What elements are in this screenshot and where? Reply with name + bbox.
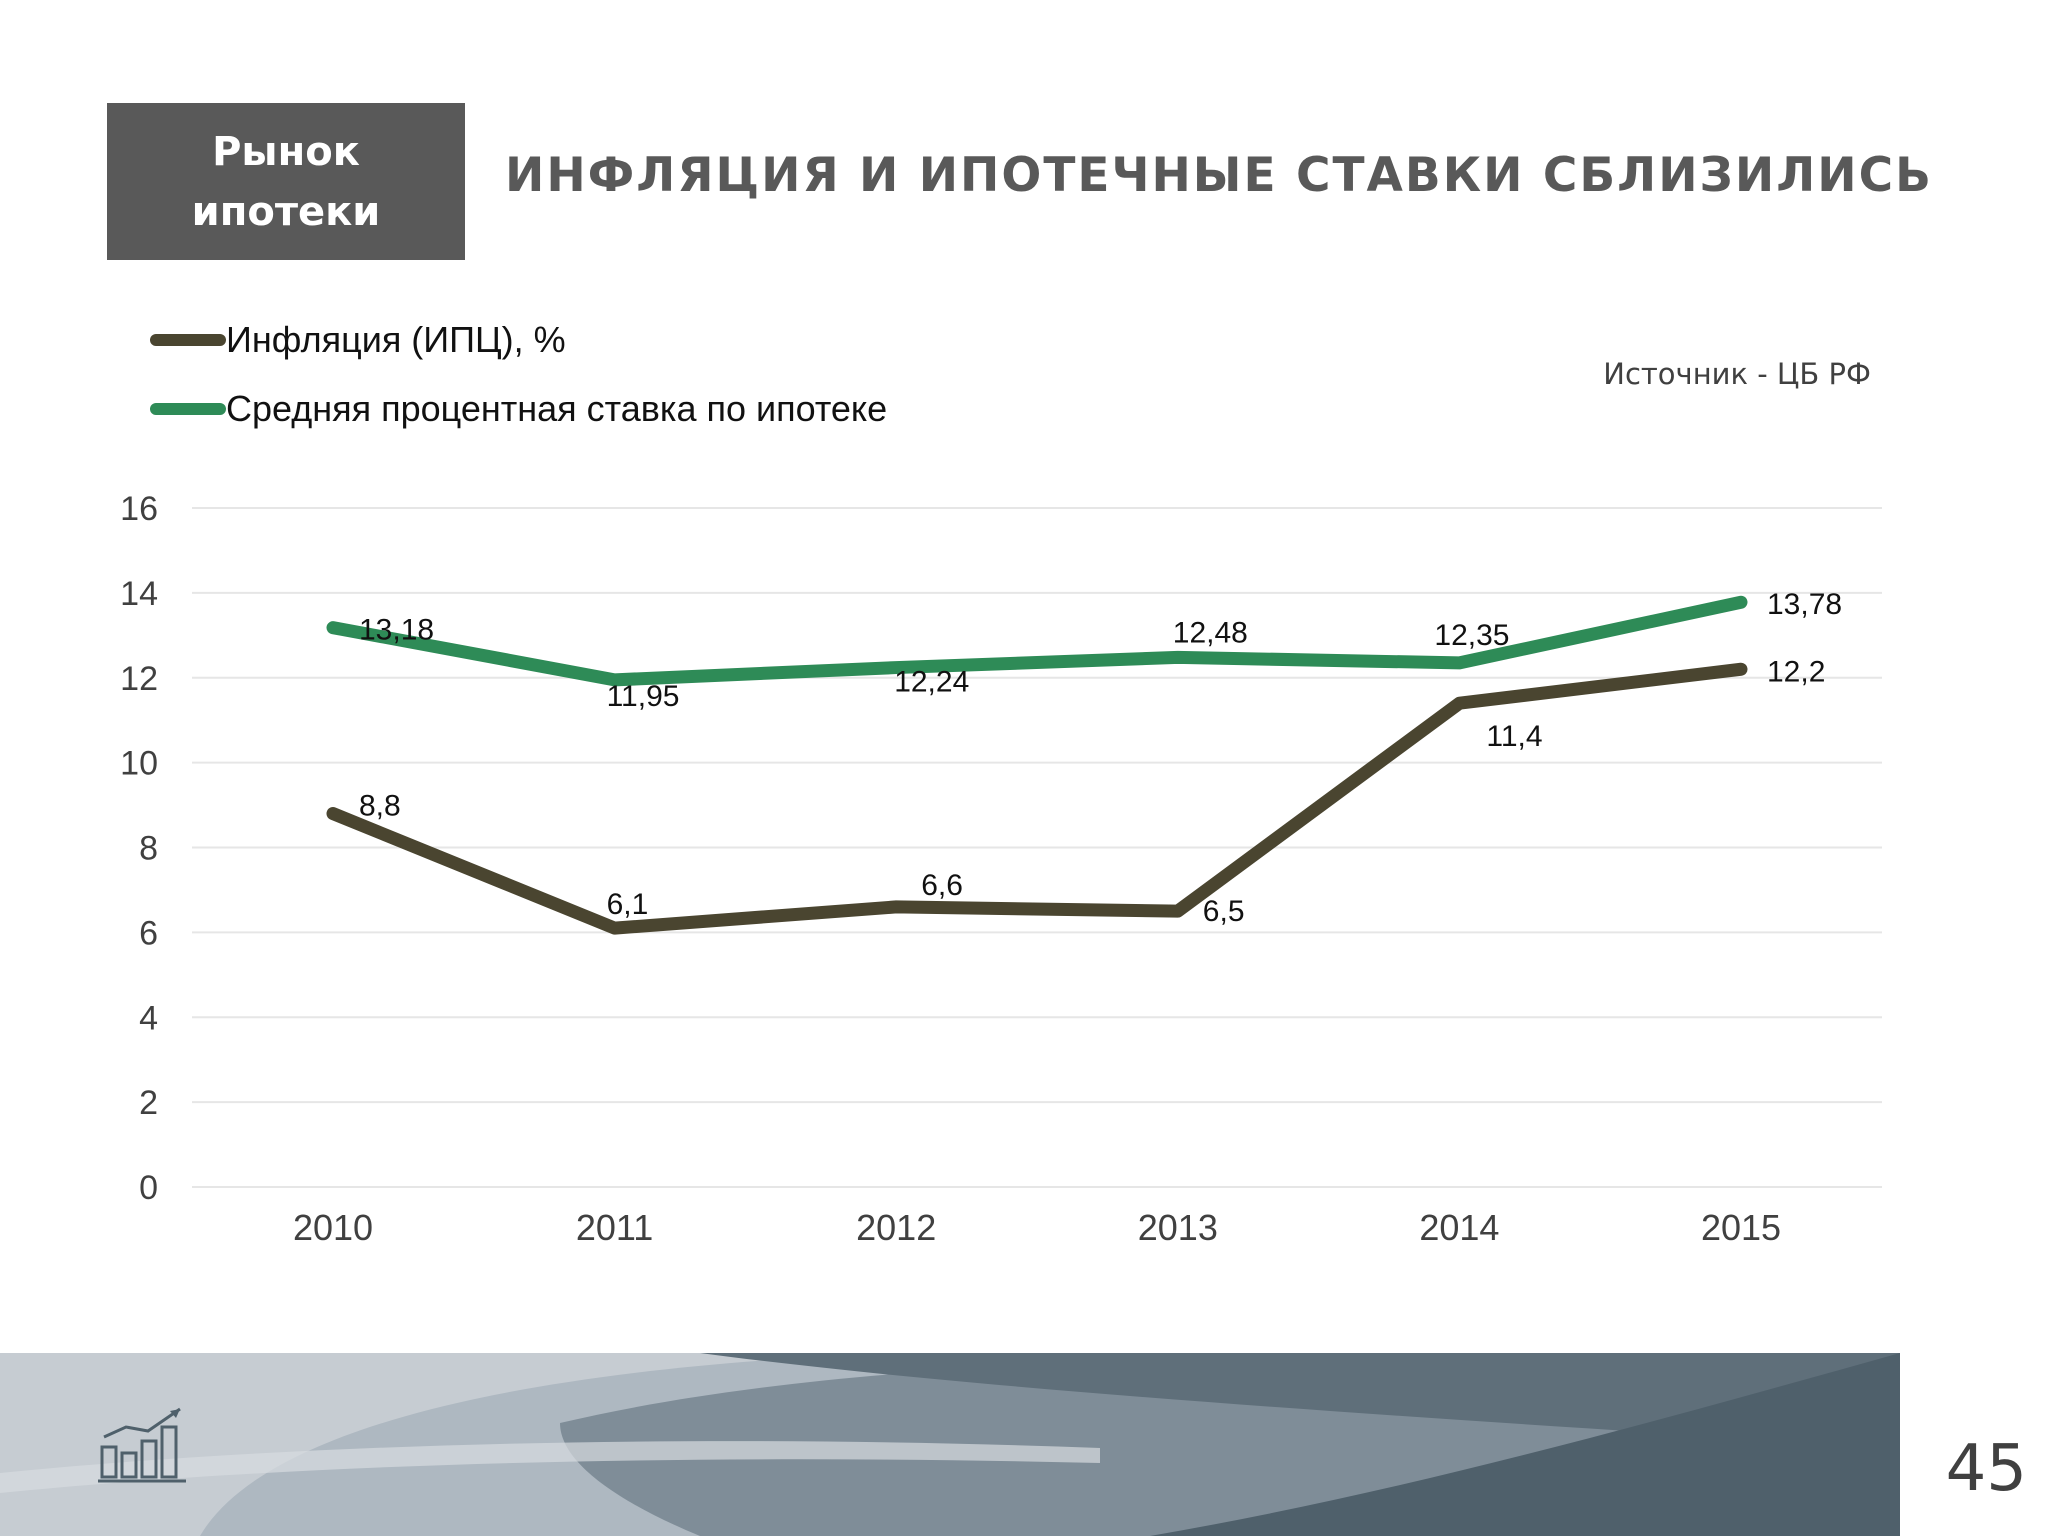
data-label-mortgage: 11,95 <box>607 680 680 713</box>
x-tick-label: 2015 <box>1701 1207 1781 1248</box>
bar-chart-growth-icon <box>98 1407 186 1483</box>
y-tick-label: 10 <box>120 745 158 783</box>
legend-item-inflation: Инфляция (ИПЦ), % <box>150 305 887 374</box>
footer-banner <box>0 1353 1900 1536</box>
y-tick-label: 2 <box>139 1084 158 1122</box>
data-label-mortgage: 13,78 <box>1767 588 1842 621</box>
source-note: Источник - ЦБ РФ <box>1603 357 1871 391</box>
inflation-line <box>326 662 1748 935</box>
label-layer: 0 2 4 6 8 10 12 14 16 2010 2011 2012 2013 2014 2015 8,8… <box>120 490 1842 1248</box>
data-label-mortgage: 13,18 <box>359 614 434 647</box>
section-label-line2: ипотеки <box>191 188 381 235</box>
data-label-inflation: 6,6 <box>921 869 963 902</box>
chart-legend: Инфляция (ИПЦ), % Средняя процентная ста… <box>150 305 887 443</box>
grid-layer <box>192 507 1882 1188</box>
section-label-line1: Рынок <box>212 128 360 175</box>
x-tick-label: 2014 <box>1419 1207 1499 1248</box>
mortgage-rate-line <box>326 595 1748 687</box>
section-badge: Рынок ипотеки <box>107 103 465 260</box>
line-chart: 0 2 4 6 8 10 12 14 16 2010 2011 2012 2013 2014 2015 8,8… <box>120 490 1882 1248</box>
data-label-mortgage: 12,48 <box>1173 616 1248 649</box>
legend-label-inflation: Инфляция (ИПЦ), % <box>226 318 566 360</box>
data-label-mortgage: 12,35 <box>1434 619 1509 652</box>
legend-swatch-inflation <box>150 333 226 346</box>
data-label-inflation: 12,2 <box>1767 655 1825 688</box>
x-tick-label: 2011 <box>576 1207 653 1248</box>
slide-title: ИНФЛЯЦИЯ И ИПОТЕЧНЫЕ СТАВКИ СБЛИЗИЛИСЬ <box>505 148 1933 203</box>
data-label-inflation: 6,1 <box>607 888 649 921</box>
y-tick-label: 0 <box>139 1169 158 1207</box>
legend-swatch-mortgage <box>150 402 226 415</box>
data-label-inflation: 6,5 <box>1203 895 1245 928</box>
y-tick-label: 16 <box>120 490 158 528</box>
legend-item-mortgage: Средняя процентная ставка по ипотеке <box>150 374 887 443</box>
legend-label-mortgage: Средняя процентная ставка по ипотеке <box>226 387 888 429</box>
y-tick-label: 4 <box>139 999 158 1037</box>
y-tick-label: 12 <box>120 660 158 698</box>
y-tick-label: 14 <box>120 575 158 613</box>
data-label-inflation: 11,4 <box>1486 720 1542 753</box>
y-tick-label: 8 <box>139 830 158 868</box>
page-number: 45 <box>1945 1432 2027 1506</box>
y-tick-label: 6 <box>139 914 158 952</box>
series-layer <box>326 595 1748 935</box>
x-tick-label: 2010 <box>293 1207 373 1248</box>
data-label-mortgage: 12,24 <box>894 666 969 699</box>
data-label-inflation: 8,8 <box>359 790 401 823</box>
x-tick-label: 2013 <box>1138 1207 1218 1248</box>
x-tick-label: 2012 <box>856 1207 936 1248</box>
